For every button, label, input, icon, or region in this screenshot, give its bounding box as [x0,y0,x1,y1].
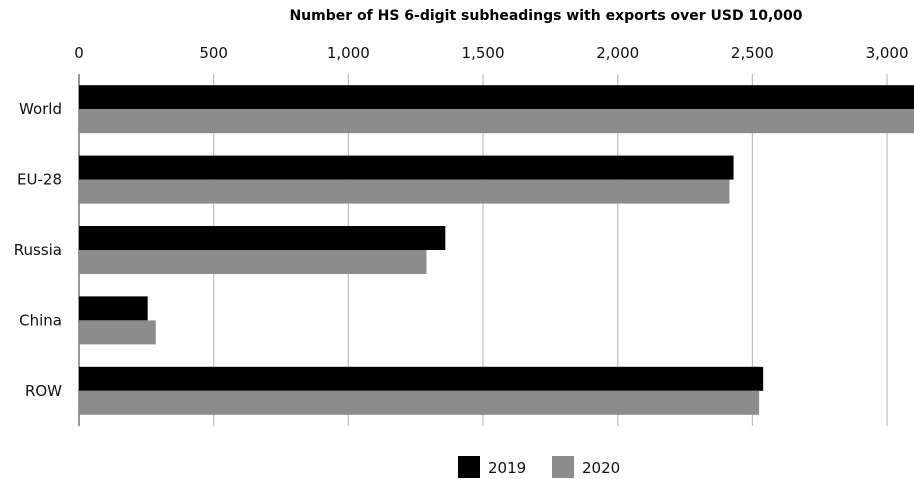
bar-2020-world [79,109,914,134]
x-tick-label: 2,000 [596,44,639,62]
legend-swatch [552,456,574,478]
bar-2019-china [79,296,148,321]
legend-label: 2020 [582,459,620,477]
chart-title: Number of HS 6-digit subheadings with ex… [289,8,802,24]
x-tick-label: 3,000 [866,44,909,62]
legend: 2019 2020 [458,456,620,478]
bars [79,85,914,415]
legend-label: 2019 [488,459,526,477]
category-label: ROW [25,382,62,400]
category-label: Russia [14,241,62,259]
x-tick-label: 0 [74,44,84,62]
bar-2020-russia [79,250,427,274]
legend-swatch [458,456,480,478]
bar-2019-eu-28 [79,155,734,180]
bar-2019-row [79,366,764,391]
bar-2020-eu-28 [79,179,730,204]
bar-2020-row [79,390,760,415]
x-tick-label: 1,000 [327,44,370,62]
category-label: China [19,311,62,329]
category-label: World [19,100,62,118]
category-labels: World EU-28 Russia China ROW [14,100,62,400]
bar-2019-world [79,85,914,110]
bar-2019-russia [79,226,446,250]
category-label: EU-28 [17,171,62,189]
x-tick-label: 500 [199,44,228,62]
x-axis-ticks: 0 500 1,000 1,500 2,000 2,500 3,000 [74,44,908,62]
x-tick-label: 2,500 [731,44,774,62]
bar-2020-china [79,320,156,345]
x-tick-label: 1,500 [462,44,505,62]
